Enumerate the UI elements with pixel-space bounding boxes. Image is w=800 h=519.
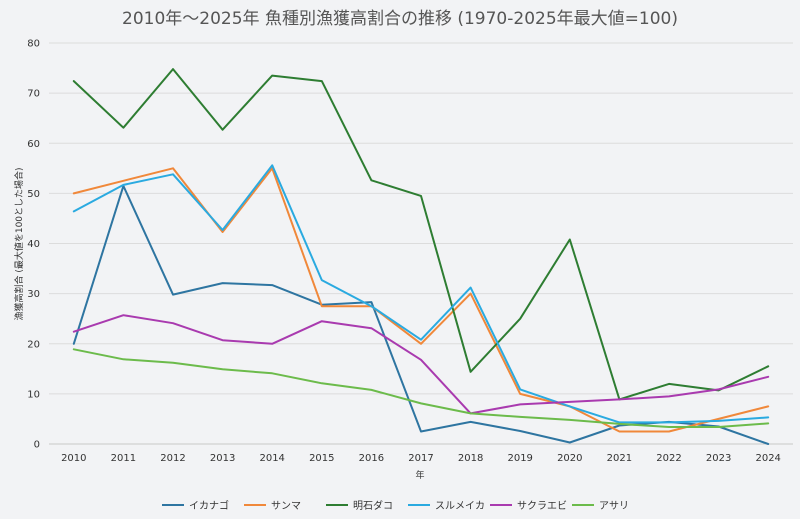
series-lines bbox=[72, 68, 770, 445]
y-tick-label: 60 bbox=[27, 139, 40, 150]
y-tick-label: 10 bbox=[27, 389, 40, 400]
y-axis-label: 漁獲高割合 (最大値を100とした場合) bbox=[13, 167, 25, 320]
series-line-2 bbox=[72, 68, 770, 401]
series-line-1 bbox=[72, 167, 770, 433]
series-line-3 bbox=[72, 164, 770, 424]
legend-label: サクラエビ bbox=[517, 500, 567, 512]
x-tick-label: 2024 bbox=[755, 453, 780, 464]
legend-label: スルメイカ bbox=[435, 500, 485, 512]
x-tick-label: 2015 bbox=[309, 453, 334, 464]
y-tick-label: 40 bbox=[27, 239, 40, 250]
chart-title: 2010年～2025年 魚種別漁獲高割合の推移 (1970-2025年最大値=1… bbox=[122, 9, 678, 29]
y-axis-ticks: 0 10 20 30 40 50 60 70 80 bbox=[27, 39, 40, 451]
x-tick-label: 2011 bbox=[111, 453, 136, 464]
x-tick-label: 2016 bbox=[359, 453, 384, 464]
x-axis-ticks: 2010 2011 2012 2013 2014 2015 2016 2017 2018 2019… bbox=[61, 453, 781, 464]
x-tick-label: 2013 bbox=[210, 453, 235, 464]
legend: イカナゴ サンマ 明石ダコ スルメイカ サクラエビ アサリ bbox=[162, 499, 629, 512]
x-tick-label: 2012 bbox=[160, 453, 185, 464]
legend-label: サンマ bbox=[271, 500, 301, 512]
x-tick-label: 2023 bbox=[706, 453, 731, 464]
gridlines bbox=[49, 42, 793, 445]
x-tick-label: 2022 bbox=[656, 453, 681, 464]
y-tick-label: 20 bbox=[27, 339, 40, 350]
x-tick-label: 2021 bbox=[607, 453, 632, 464]
series-line-4 bbox=[72, 314, 770, 415]
x-tick-label: 2020 bbox=[557, 453, 582, 464]
x-tick-label: 2014 bbox=[259, 453, 284, 464]
y-tick-label: 70 bbox=[27, 89, 40, 100]
series-line-5 bbox=[72, 348, 770, 428]
y-tick-label: 0 bbox=[34, 440, 40, 451]
x-tick-label: 2019 bbox=[507, 453, 532, 464]
x-tick-label: 2018 bbox=[458, 453, 483, 464]
legend-label: アサリ bbox=[599, 500, 629, 512]
x-axis-label: 年 bbox=[415, 469, 424, 481]
series-line-0 bbox=[72, 184, 770, 445]
x-tick-label: 2017 bbox=[408, 453, 433, 464]
y-tick-label: 30 bbox=[27, 289, 40, 300]
legend-label: イカナゴ bbox=[189, 499, 229, 512]
legend-label: 明石ダコ bbox=[353, 499, 393, 512]
x-tick-label: 2010 bbox=[61, 453, 86, 464]
y-tick-label: 80 bbox=[27, 39, 40, 50]
y-tick-label: 50 bbox=[27, 189, 40, 200]
